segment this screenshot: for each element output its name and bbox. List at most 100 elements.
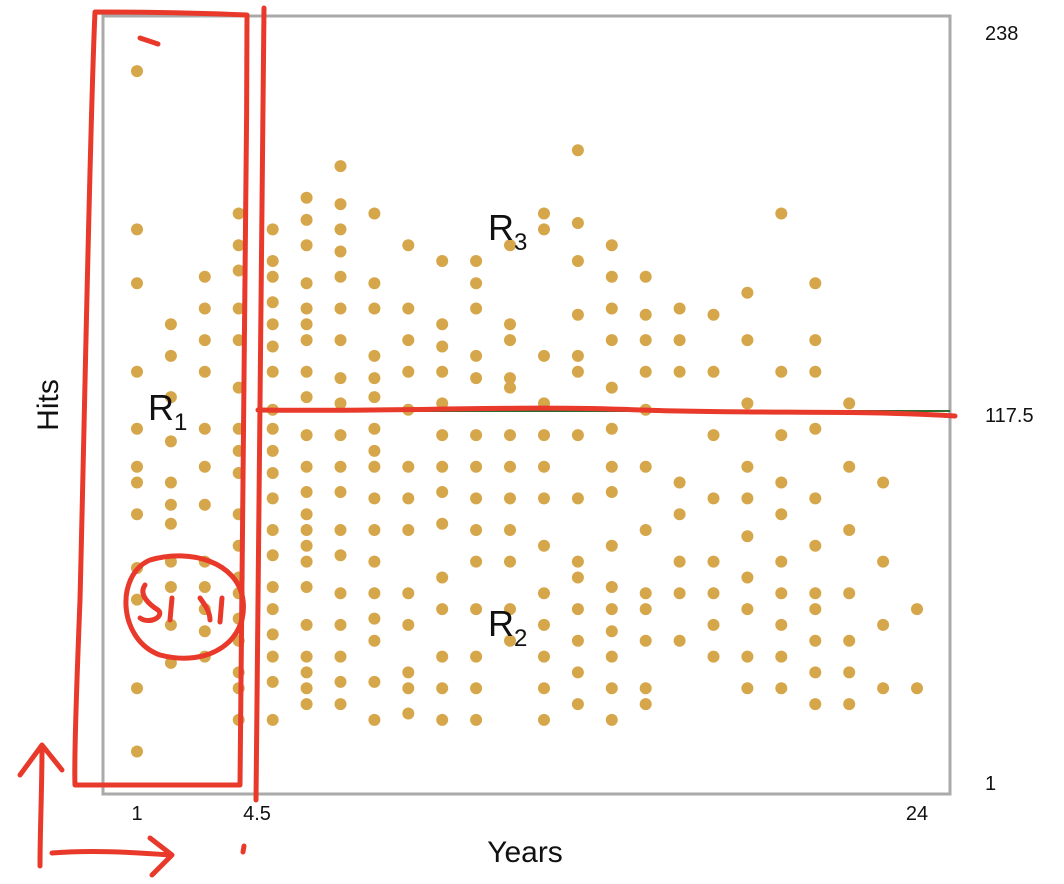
data-point (877, 682, 890, 695)
data-point (368, 634, 381, 647)
data-point (809, 365, 822, 378)
data-point (605, 713, 618, 726)
data-point (470, 603, 483, 616)
data-point (266, 467, 279, 479)
data-point (334, 618, 347, 631)
data-point (368, 349, 381, 362)
data-point (402, 707, 415, 720)
region-label-r2: R2 (488, 603, 527, 652)
data-point (504, 372, 516, 385)
data-point (164, 517, 177, 530)
data-point (300, 682, 313, 695)
data-point (571, 349, 584, 362)
data-point (266, 444, 279, 457)
data-point (131, 65, 143, 78)
data-point (300, 698, 313, 711)
data-point (164, 581, 177, 593)
data-point (232, 302, 245, 315)
data-point (164, 435, 177, 448)
data-point (707, 587, 720, 600)
data-point (775, 618, 788, 631)
y-tick-split: 117.5 (985, 405, 1034, 427)
data-point (266, 650, 279, 663)
data-point (605, 302, 618, 315)
data-point (232, 334, 245, 347)
annotation-dash (137, 35, 161, 47)
data-point (368, 422, 381, 435)
annotation-vline-4.5 (253, 5, 267, 803)
data-point (571, 217, 584, 229)
data-point (470, 302, 483, 315)
data-point (571, 555, 584, 568)
data-point (334, 334, 347, 347)
region-r3-letter: R (488, 207, 514, 248)
data-point (198, 302, 211, 315)
data-point (571, 255, 584, 267)
data-point (775, 207, 788, 220)
data-point (334, 245, 347, 258)
data-point (605, 486, 618, 498)
data-point (707, 365, 720, 378)
data-point (775, 682, 788, 695)
data-point (368, 492, 381, 505)
data-point (639, 308, 652, 321)
data-point (605, 460, 618, 473)
data-point (809, 539, 822, 552)
data-point (334, 460, 347, 473)
data-point (843, 634, 856, 647)
data-point (402, 587, 415, 600)
data-point (131, 365, 143, 378)
data-point (266, 318, 279, 331)
data-point (300, 318, 313, 331)
x-tick-split: 4.5 (243, 803, 271, 825)
data-point (436, 429, 449, 442)
data-point (707, 650, 720, 663)
data-point (334, 675, 347, 688)
data-point (131, 508, 143, 521)
data-point (334, 429, 347, 442)
data-point (639, 365, 652, 378)
data-point (266, 223, 279, 236)
data-point (334, 698, 347, 711)
data-point (809, 422, 822, 435)
data-point (232, 239, 245, 252)
x-axis-title: Years (487, 836, 563, 869)
data-point (334, 198, 347, 211)
data-point (131, 422, 143, 435)
data-point (707, 618, 720, 631)
data-point (470, 255, 483, 267)
data-point (538, 650, 550, 663)
region-r3-sub: 3 (514, 229, 527, 256)
data-point (164, 498, 177, 511)
data-point (911, 682, 923, 695)
data-point (266, 603, 279, 616)
data-point (707, 492, 720, 505)
x-tick-max: 24 (906, 803, 928, 825)
data-point (605, 422, 618, 435)
data-point (775, 587, 788, 600)
data-point (741, 571, 754, 584)
data-point (639, 682, 652, 695)
data-point (538, 207, 550, 220)
data-point (436, 650, 449, 663)
data-point (334, 397, 347, 410)
data-point (300, 508, 313, 521)
data-point (266, 524, 279, 536)
data-point (707, 555, 720, 568)
data-point (470, 682, 483, 695)
data-point (538, 349, 550, 362)
y-axis-title: Hits (32, 379, 65, 431)
data-point (266, 581, 279, 593)
data-point (809, 634, 822, 647)
data-point (673, 476, 686, 489)
data-point (605, 650, 618, 663)
data-point (605, 381, 618, 394)
data-point (504, 634, 516, 647)
data-point (334, 524, 347, 536)
data-point (266, 549, 279, 562)
data-point (266, 365, 279, 378)
data-point (402, 334, 415, 347)
data-point (639, 460, 652, 473)
data-point (639, 603, 652, 616)
data-point (198, 422, 211, 435)
